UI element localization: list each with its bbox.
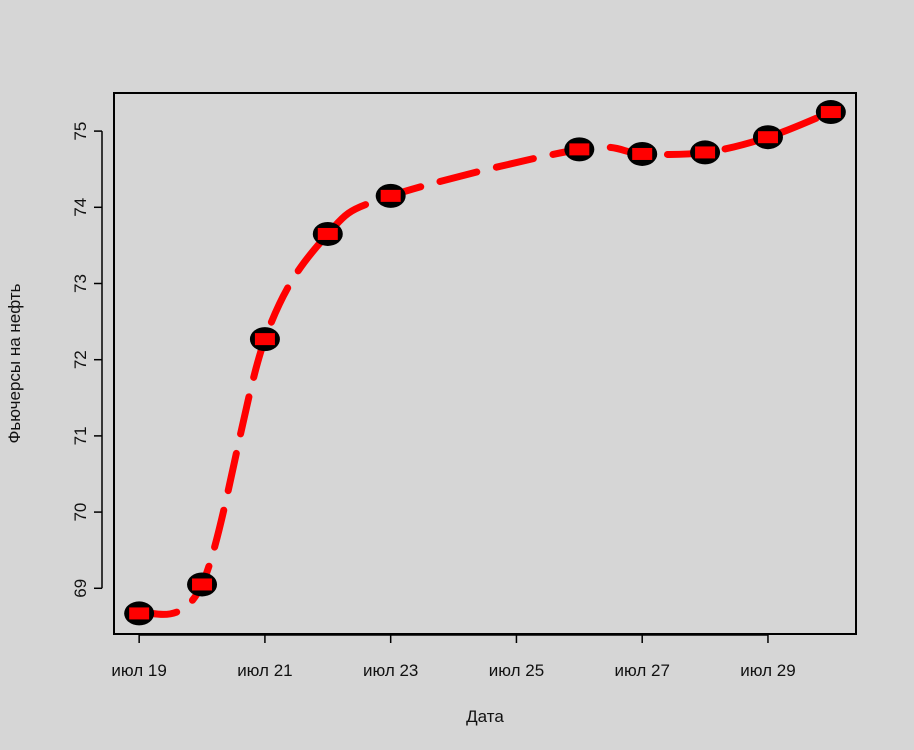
y-tick-label: 72 xyxy=(71,350,90,369)
data-point-fill xyxy=(695,146,716,159)
x-axis-title: Дата xyxy=(466,707,504,726)
x-tick-label: июл 29 xyxy=(740,661,795,680)
y-tick-label: 75 xyxy=(71,122,90,141)
y-tick-label: 74 xyxy=(71,198,90,217)
data-point-fill xyxy=(254,333,275,346)
y-axis-title: Фьючерсы на нефть xyxy=(5,283,24,443)
y-tick-label: 71 xyxy=(71,426,90,445)
x-tick-label: июл 23 xyxy=(363,661,418,680)
x-tick-label: июл 19 xyxy=(111,661,166,680)
series-markers xyxy=(124,100,846,626)
data-point-fill xyxy=(192,578,213,591)
data-point-fill xyxy=(569,143,590,156)
plot-frame xyxy=(113,92,857,635)
y-tick-label: 69 xyxy=(71,579,90,598)
y-tick-label: 70 xyxy=(71,503,90,522)
y-axis: 69 70 71 72 73 74 75 xyxy=(71,122,103,598)
data-point-fill xyxy=(129,607,150,620)
data-point-fill xyxy=(820,106,841,119)
x-tick-label: июл 27 xyxy=(614,661,669,680)
x-tick-label: июл 21 xyxy=(237,661,292,680)
data-point-fill xyxy=(632,147,653,160)
data-point-fill xyxy=(317,227,338,240)
data-point-fill xyxy=(757,131,778,144)
y-tick-label: 73 xyxy=(71,274,90,293)
data-point-fill xyxy=(380,189,401,202)
x-axis: июл 19 июл 21 июл 23 июл 25 июл 27 июл 29 xyxy=(111,634,796,680)
x-tick-label: июл 25 xyxy=(489,661,544,680)
